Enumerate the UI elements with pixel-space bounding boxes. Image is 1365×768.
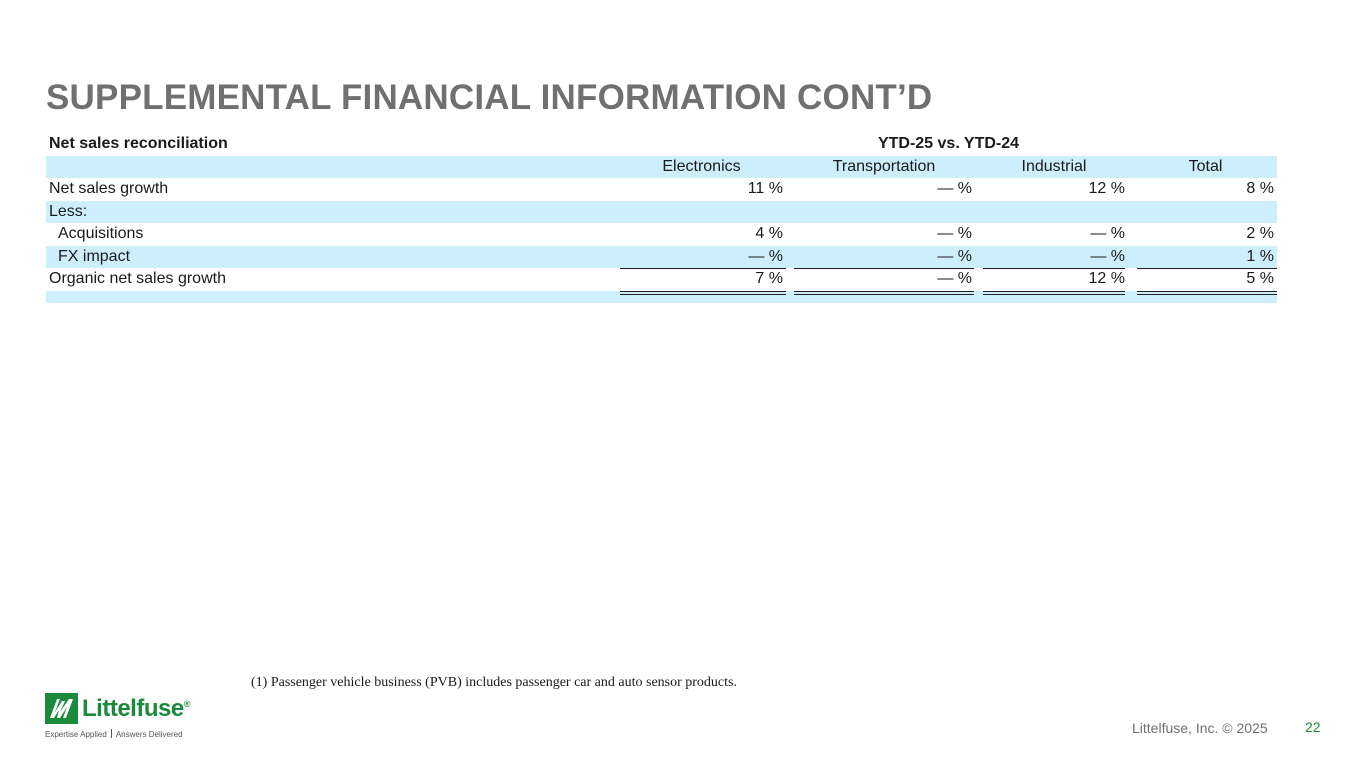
row-label: Less:	[49, 202, 88, 220]
column-header-row: Electronics Transportation Industrial To…	[46, 155, 1277, 178]
cell-industrial: 12 %	[1088, 180, 1125, 197]
table-header-row: Net sales reconciliation YTD-25 vs. YTD-…	[46, 133, 1277, 157]
cell-total: 5 %	[1246, 270, 1274, 287]
page-title: SUPPLEMENTAL FINANCIAL INFORMATION CONT’…	[46, 78, 933, 117]
table-header-label: Net sales reconciliation	[49, 135, 228, 152]
page-number: 22	[1305, 719, 1321, 735]
total-double-rule	[983, 290, 1125, 295]
table-row: Net sales growth 11 % — % 12 % 8 %	[46, 178, 1277, 201]
subtotal-rule	[1137, 268, 1277, 269]
littelfuse-logo-icon	[45, 693, 78, 724]
cell-transportation: — %	[937, 225, 972, 242]
cell-total	[1137, 201, 1274, 224]
column-header-transportation: Transportation	[832, 157, 936, 175]
cell-electronics: — %	[748, 247, 783, 265]
table-row-total: Organic net sales growth 7 % — % 12 % 5 …	[46, 268, 1277, 295]
cell-industrial	[983, 201, 1125, 224]
cell-industrial: — %	[1090, 225, 1125, 242]
cell-transportation: — %	[937, 270, 972, 287]
cell-transportation: — %	[937, 247, 972, 265]
cell-electronics: 11 %	[747, 180, 783, 197]
cell-electronics: 7 %	[755, 270, 783, 287]
net-sales-reconciliation-table: Net sales reconciliation YTD-25 vs. YTD-…	[46, 133, 1277, 303]
logo-wordmark: Littelfuse®	[82, 695, 190, 722]
table-row: Less:	[46, 200, 1277, 224]
total-double-rule	[620, 290, 786, 295]
cell-total: 2 %	[1246, 225, 1274, 242]
cell-electronics	[620, 201, 783, 224]
cell-transportation	[794, 201, 972, 224]
cell-industrial: 12 %	[1088, 270, 1125, 287]
subtotal-rule	[794, 268, 974, 269]
total-double-rule	[1137, 290, 1277, 295]
subtotal-rule	[620, 268, 786, 269]
row-label: Net sales growth	[49, 180, 169, 197]
littelfuse-logo: Littelfuse® Expertise Applied Answers Del…	[45, 693, 195, 743]
row-label: Acquisitions	[58, 225, 144, 242]
cell-total: 1 %	[1246, 247, 1274, 265]
row-label: Organic net sales growth	[49, 270, 226, 287]
copyright: Littelfuse, Inc. © 2025	[1132, 720, 1268, 736]
cell-transportation: — %	[937, 180, 972, 197]
table-row: FX impact — % — % — % 1 %	[46, 245, 1277, 268]
column-header-electronics: Electronics	[662, 157, 741, 175]
row-label: FX impact	[58, 247, 131, 265]
subtotal-rule	[983, 268, 1125, 269]
cell-total: 8 %	[1246, 180, 1274, 197]
period-header: YTD-25 vs. YTD-24	[877, 135, 1020, 152]
cell-electronics: 4 %	[755, 225, 783, 242]
footnote: (1) Passenger vehicle business (PVB) inc…	[251, 675, 737, 690]
table-row: Acquisitions 4 % — % — % 2 %	[46, 223, 1277, 246]
cell-industrial: — %	[1090, 247, 1125, 265]
total-double-rule	[794, 290, 974, 295]
column-header-industrial: Industrial	[1021, 157, 1087, 175]
column-header-total: Total	[1188, 157, 1223, 175]
logo-tagline: Expertise Applied Answers Delivered	[45, 729, 183, 739]
